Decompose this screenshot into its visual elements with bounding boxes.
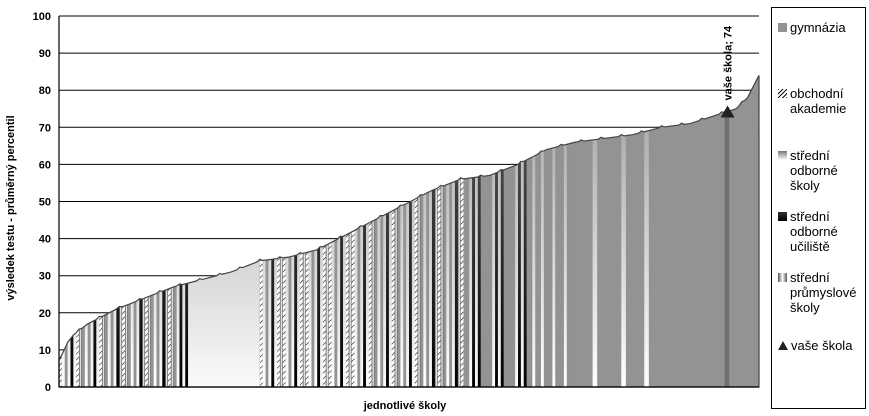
bar-stredni-odborne-skoly	[515, 75, 520, 387]
bar-stredni-odborne-skoly	[532, 75, 537, 387]
bar-gymnazium	[572, 75, 576, 387]
bar-accent	[621, 75, 626, 387]
bar-stredni-odborne-skoly	[492, 75, 497, 387]
school-marker-triangle-icon	[720, 105, 735, 118]
bar-gymnazium	[555, 75, 560, 387]
y-tick-label: 0	[45, 382, 51, 394]
bar-stredni-odborne-skoly	[429, 75, 435, 387]
legend-item-gymnazia: gymnázia	[778, 20, 866, 35]
bar-gymnazium	[506, 75, 510, 387]
bar-gymnazium	[426, 75, 431, 387]
legend-item-stredni-odborne-uciliste: střední odborné učiliště	[778, 209, 866, 254]
bar-stredni-prumyslove-skoly	[394, 75, 398, 387]
bar-gymnazium	[561, 75, 566, 387]
bar-gymnazium	[509, 75, 513, 387]
bar-gymnazium	[535, 75, 540, 387]
legend-item-stredni-odborne-skoly: střední odborné školy	[778, 148, 866, 193]
bar-stredni-odborne-skoly	[400, 75, 405, 387]
bar-gymnazium	[466, 75, 471, 387]
bar-stredni-odborne-skoly	[540, 75, 547, 387]
y-tick-label: 80	[39, 85, 51, 97]
bar-accent	[644, 75, 649, 387]
bar-gymnazium	[397, 75, 402, 387]
bar-stredni-prumyslove-skoly	[434, 75, 438, 387]
bar-stredni-odborne-uciliste	[386, 75, 392, 387]
y-tick-label: 10	[39, 345, 51, 357]
school-marker: vaše škola; 74	[720, 25, 735, 118]
bar-gymnazium	[463, 75, 467, 387]
triangle-marker-icon	[778, 341, 788, 350]
bar-gymnazium	[549, 75, 553, 387]
y-tick-label: 30	[39, 271, 51, 283]
legend-label: střední odborné školy	[790, 148, 838, 193]
x-axis-label: jednotlivé školy	[363, 400, 447, 412]
y-tick-label: 70	[39, 122, 51, 134]
bar-stredni-prumyslove-skoly	[417, 75, 421, 387]
legend-item-stredni-prumyslove-skoly: střední průmyslové školy	[778, 270, 866, 315]
bar-gymnazium	[526, 75, 530, 387]
y-tick-label: 90	[39, 48, 51, 60]
y-tick-labels: 0 10 20 30 40 50 60 70 80 90 100	[33, 11, 51, 394]
legend-label: střední průmyslové školy	[790, 270, 857, 315]
legend-item-obchodni-akademie: obchodní akademie	[778, 86, 866, 116]
bar-stredni-odborne-uciliste	[472, 75, 478, 387]
bar-gymnazium	[443, 75, 448, 387]
y-tick-label: 60	[39, 159, 51, 171]
legend-label: obchodní akademie	[790, 86, 847, 116]
bar-obchodni-akademie	[460, 75, 464, 387]
y-tick-label: 50	[39, 197, 51, 209]
bar-gymnazium	[449, 75, 454, 387]
bar-stredni-odborne-skoly	[552, 75, 556, 387]
legend: gymnázia obchodní akademie střední odbor…	[771, 7, 866, 409]
gymnazia-swatch-icon	[778, 23, 787, 32]
gradient-swatch-icon	[778, 151, 787, 160]
bar-accent	[724, 75, 730, 387]
bar-gymnazium	[380, 75, 385, 387]
bar-obchodni-akademie	[437, 75, 441, 387]
bar-stredni-prumyslove-skoly	[457, 75, 461, 387]
bar-gymnazium	[403, 75, 408, 387]
bar-gymnazium	[486, 75, 490, 387]
bar-stredni-odborne-skoly	[469, 75, 474, 387]
bar-stredni-odborne-uciliste	[500, 75, 507, 387]
legend-item-vase-skola: vaše škola	[778, 338, 866, 353]
bar-gymnazium	[503, 75, 507, 387]
bar-gymnazium	[489, 75, 494, 387]
bar-obchodni-akademie	[414, 75, 418, 387]
legend-label: gymnázia	[790, 20, 846, 35]
axes	[58, 16, 759, 388]
bar-stredni-odborne-skoly	[446, 75, 451, 387]
bar-accent	[592, 75, 598, 387]
legend-label: střední odborné učiliště	[790, 209, 838, 254]
bar-gymnazium	[529, 75, 533, 387]
y-tick-label: 100	[33, 11, 51, 23]
bar-obchodni-akademie	[368, 75, 372, 387]
striped-gradient-swatch-icon	[778, 273, 787, 282]
bar-obchodni-akademie	[391, 75, 395, 387]
bar-gymnazium	[512, 75, 517, 387]
bar-stredni-prumyslove-skoly	[440, 75, 444, 387]
bar-stredni-odborne-skoly	[377, 75, 382, 387]
bar-gymnazium	[374, 75, 379, 387]
bar-gymnazium	[483, 75, 487, 387]
bar-gymnazium	[480, 75, 484, 387]
bar-gymnazium	[420, 75, 425, 387]
legend-label: vaše škola	[791, 338, 853, 353]
bar-gymnazium	[558, 75, 563, 387]
school-marker-label: vaše škola; 74	[723, 25, 735, 100]
bar-stredni-odborne-skoly	[423, 75, 428, 387]
y-tick-label: 40	[39, 234, 51, 246]
hatch-swatch-icon	[778, 89, 787, 98]
percentile-curve	[58, 75, 760, 388]
dark-swatch-icon	[778, 212, 787, 221]
bar-gymnazium	[357, 75, 362, 387]
bar-stredni-odborne-skoly	[354, 75, 359, 387]
y-tick-label: 20	[39, 308, 51, 320]
y-axis-label: výsledek testu - průměrný percentil	[5, 115, 17, 300]
bar-gymnazium	[538, 75, 543, 387]
bar-stredni-prumyslove-skoly	[371, 75, 375, 387]
